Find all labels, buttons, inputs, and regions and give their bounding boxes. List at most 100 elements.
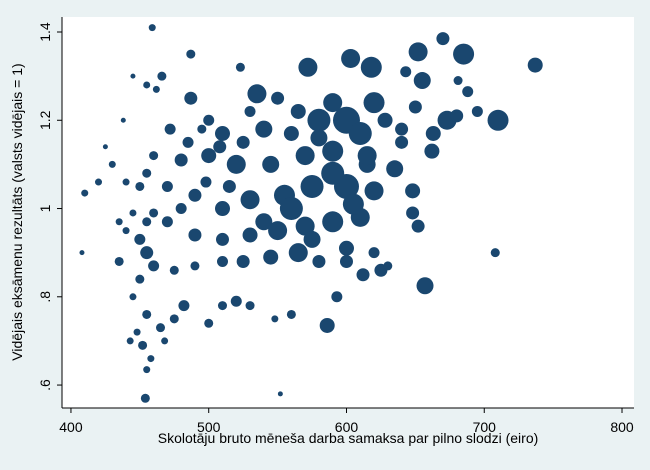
point [140,246,154,260]
point [322,140,344,162]
point [188,188,202,202]
x-axis-title: Skolotāju bruto mēneša darba samaksa par… [158,430,539,446]
point [411,219,425,233]
point [122,227,130,235]
point [142,217,152,227]
point [236,135,250,149]
point [217,301,227,311]
point [436,32,450,46]
point [133,328,141,336]
point [197,124,207,134]
point [271,91,285,105]
point [339,254,353,268]
point [190,261,200,271]
y-axis-title: Vidējais eksāmenu rezultāts (valsts vidē… [9,63,25,360]
point [283,126,299,142]
point [338,240,354,256]
y-tick-label: 1 [37,204,53,212]
point [169,314,179,324]
point [81,189,89,197]
point [236,254,250,268]
point [290,103,306,119]
point [140,393,150,403]
point [142,309,152,319]
point [134,233,146,245]
point [215,232,229,246]
point [425,126,441,142]
point [161,180,173,192]
point [175,203,187,215]
point [322,211,344,233]
point [312,254,326,268]
point [156,323,166,333]
point [357,146,377,166]
point [295,146,315,166]
point [342,193,364,215]
point [300,174,324,198]
point [271,315,279,323]
point [157,71,167,81]
point [286,309,296,319]
point [152,85,160,93]
point [126,337,134,345]
y-tick-label: .6 [37,379,53,391]
point [262,155,280,173]
point [364,181,384,201]
point [235,62,245,72]
point [226,154,246,174]
point [130,73,136,79]
point [174,153,188,167]
point [143,366,151,374]
point [149,208,159,218]
point [203,114,215,126]
x-tick-label: 700 [473,419,497,435]
point [462,86,474,98]
point [182,136,194,148]
point [319,317,335,333]
point [310,129,328,147]
point [255,120,273,138]
point [135,181,145,191]
point [263,249,279,265]
point [406,206,420,220]
point [108,160,116,168]
point [242,227,258,243]
point [255,213,273,231]
point [368,247,380,259]
point [120,117,126,123]
point [413,72,431,90]
point [363,92,385,114]
point [416,277,434,295]
point [323,93,343,113]
point [142,168,152,178]
y-tick-label: .8 [37,291,53,303]
point [186,49,196,59]
y-tick-label: 1.2 [37,110,53,130]
point [79,250,85,256]
point [214,126,230,142]
point [201,148,217,164]
point [424,143,440,159]
point [135,274,145,284]
point [331,291,343,303]
point [102,144,108,150]
point [245,301,255,311]
x-tick-label: 400 [59,419,83,435]
point [395,135,409,149]
y-tick-label: 1.4 [37,22,53,42]
point [360,56,382,78]
x-tick-label: 600 [335,419,359,435]
point [200,176,212,188]
point [386,160,404,178]
point [147,355,155,363]
point [216,255,228,267]
point [268,221,288,241]
point [383,261,393,271]
point [143,81,151,89]
point [490,248,500,258]
point [400,66,412,78]
point [114,256,124,266]
point [408,100,422,114]
